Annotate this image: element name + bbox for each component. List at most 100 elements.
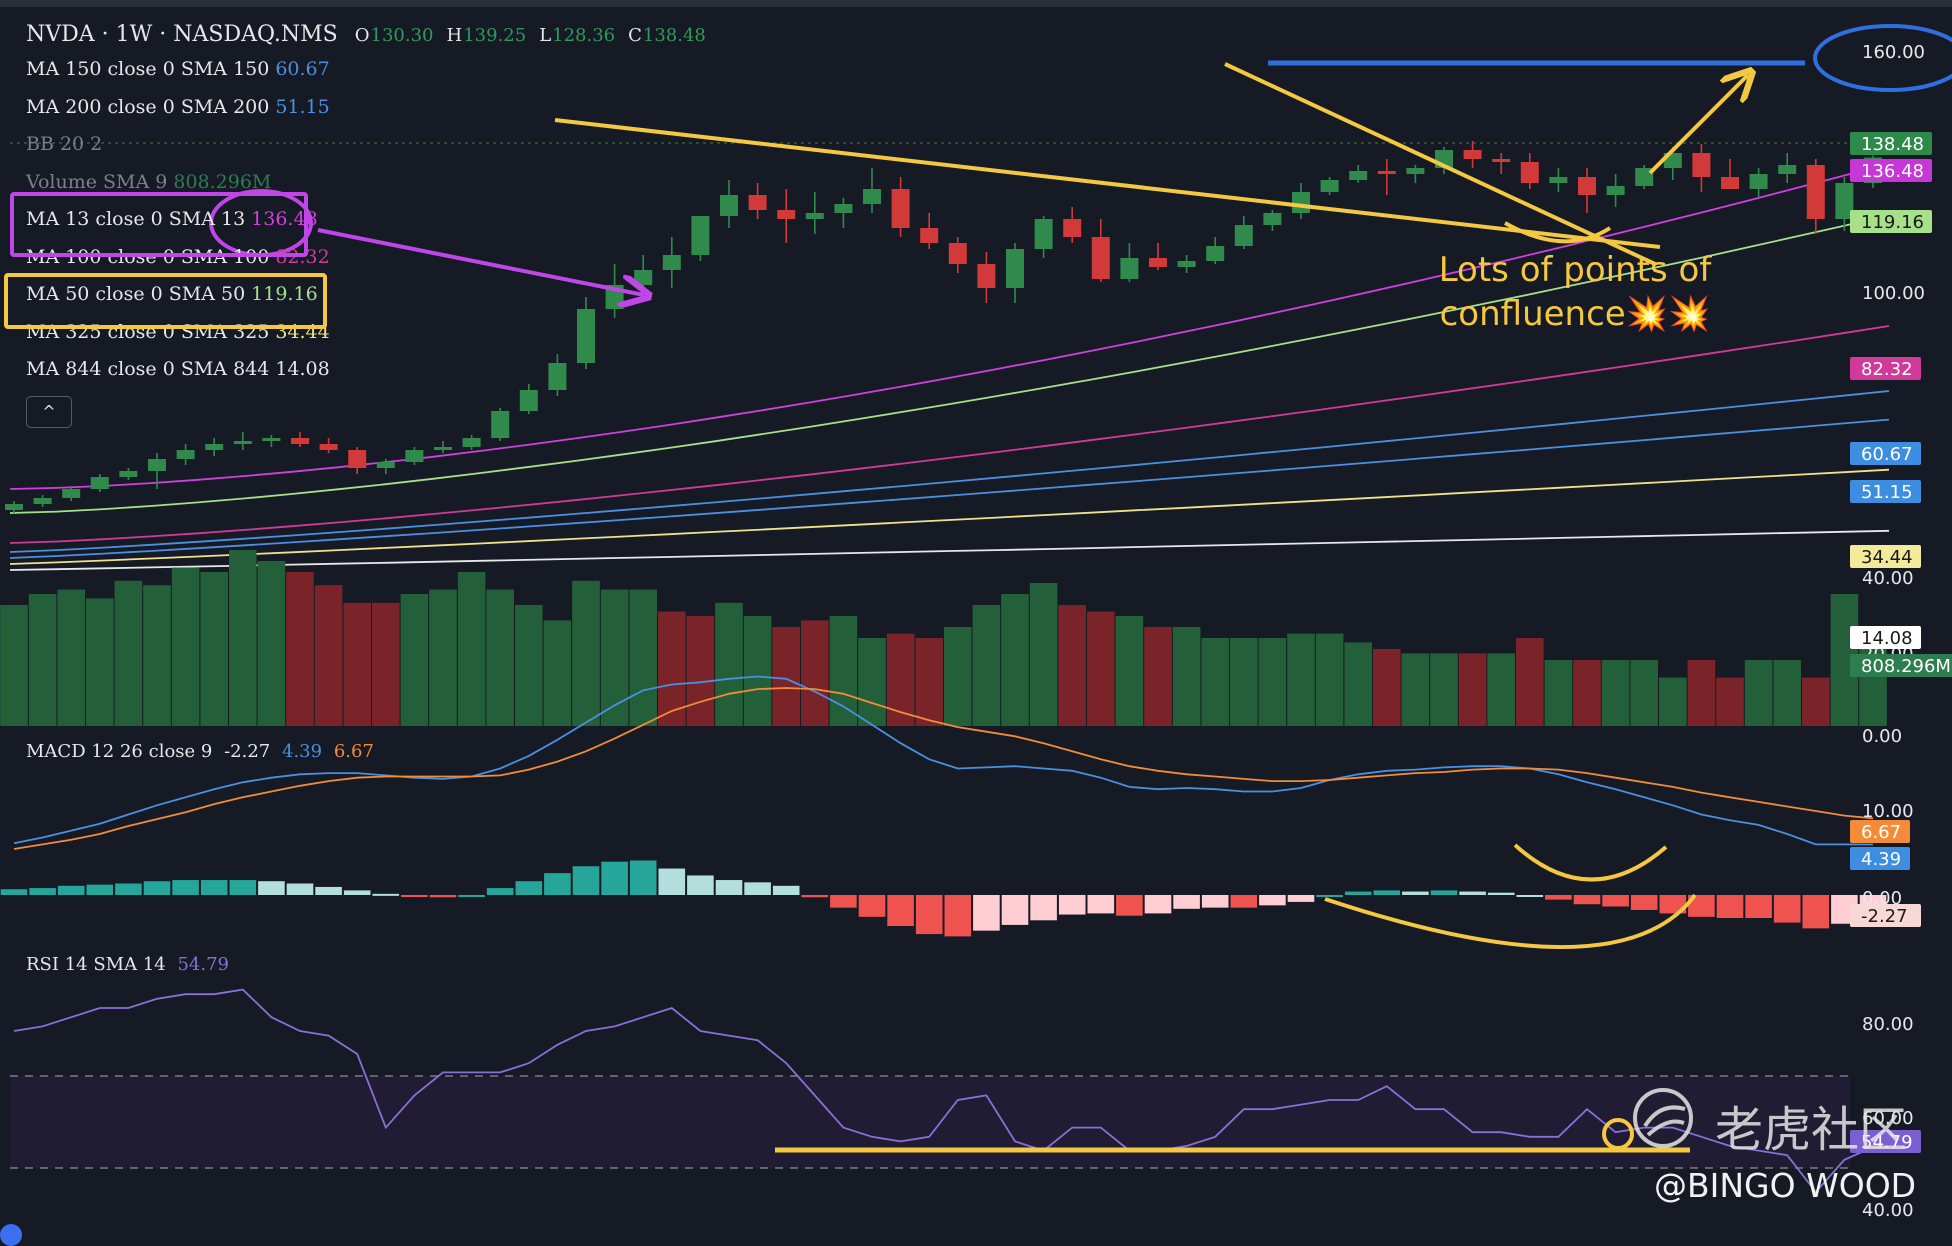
- candle-body: [1520, 162, 1539, 183]
- trendline-descending: [1224, 62, 1656, 266]
- candle-body: [1721, 177, 1739, 189]
- candle-body: [1835, 183, 1854, 219]
- legend-value: 808.296M: [173, 171, 272, 193]
- volume-bar: [772, 627, 800, 726]
- watermark-user: @BINGO WOOD: [1654, 1166, 1917, 1205]
- macd-hist-bar: [1402, 891, 1429, 895]
- candle-body: [1492, 159, 1511, 162]
- candle-body: [863, 189, 881, 204]
- candle-body: [1377, 171, 1396, 174]
- macd-tick-label: 0.00: [1862, 888, 1902, 909]
- symbol-line: NVDA · 1W · NASDAQ.NMS: [26, 22, 338, 47]
- volume-bar: [658, 611, 686, 726]
- ma-line: [9, 418, 1890, 559]
- volume-bar: [1230, 638, 1258, 726]
- legend-row: Volume SMA 9 808.296M: [26, 171, 271, 193]
- price-tag: 82.32: [1861, 359, 1913, 380]
- trendline-upper: [554, 118, 1661, 249]
- candle-body: [1606, 186, 1625, 195]
- corner-dot: [0, 1224, 22, 1246]
- candle-body: [1234, 225, 1253, 246]
- candle-body: [920, 228, 939, 243]
- macd-hist-bar: [1058, 895, 1086, 915]
- collapse-legend-button[interactable]: ^: [26, 396, 72, 428]
- candle-body: [1034, 219, 1053, 249]
- candle-body: [1749, 174, 1768, 189]
- volume-bar: [429, 589, 457, 726]
- candle-body: [720, 195, 738, 216]
- target-circle: [1813, 24, 1952, 92]
- volume-bar: [1344, 642, 1372, 726]
- rsi-touch-circle: [1602, 1118, 1634, 1150]
- rsi-legend-label: RSI 14 SMA 14: [26, 954, 166, 975]
- volume-bar: [1773, 660, 1801, 726]
- volume-bar: [743, 616, 772, 726]
- ma13-highlight-box: [10, 192, 308, 257]
- volume-bar: [1487, 653, 1515, 726]
- price-tag-bg: [1850, 159, 1932, 182]
- chart-canvas: 160.00100.0040.0020.000.0010.000.0080.00…: [0, 24, 1952, 1221]
- tiger-logo-icon: [1633, 1088, 1693, 1148]
- candle-body: [777, 210, 796, 219]
- macd-value-signal: 6.67: [333, 741, 374, 762]
- volume-bar: [1115, 616, 1144, 726]
- price-tag: 136.48: [1861, 161, 1924, 182]
- candle-body: [805, 213, 824, 219]
- macd-tag: 4.39: [1861, 849, 1901, 870]
- ma-line: [9, 390, 1890, 553]
- legend-value: 119.16: [251, 283, 318, 305]
- volume-bar: [801, 620, 829, 726]
- candle-body: [462, 438, 481, 447]
- macd-tag: 6.67: [1861, 822, 1901, 843]
- volume-bar: [1573, 660, 1601, 726]
- volume-bar: [1287, 633, 1315, 726]
- rsi-pane: [10, 988, 1874, 1194]
- chevron-up-icon: ^: [42, 402, 56, 421]
- price-tick-label: 160.00: [1862, 42, 1925, 63]
- candle-body: [1635, 168, 1654, 186]
- macd-hist-bar: [458, 895, 485, 897]
- ohlc-close: 138.48: [642, 25, 706, 46]
- legend-row: MA 100 close 0 SMA 100 82.32: [26, 246, 330, 268]
- volume-bar: [28, 594, 57, 726]
- confluence-arc: [1504, 221, 1612, 244]
- macd-hist-bar: [57, 885, 85, 895]
- volume-bar: [57, 589, 85, 726]
- candle-body: [1006, 249, 1024, 288]
- candle-body: [1778, 165, 1797, 174]
- volume-bar: [515, 605, 543, 726]
- window-top-bar: [0, 0, 1952, 7]
- macd-hist-bar: [887, 895, 914, 927]
- volume-bar: [972, 605, 1001, 726]
- volume-bar: [1744, 660, 1773, 726]
- macd-hist-bar: [29, 888, 56, 895]
- ohlc-low-label: L: [539, 25, 552, 46]
- macd-hist-bar: [372, 893, 400, 896]
- ma-line: [9, 468, 1890, 565]
- legend-row: BB 20 2: [26, 133, 102, 155]
- volume-bar: [400, 594, 429, 726]
- spark-emoji: 💥💥: [1625, 294, 1711, 334]
- legend-label: Volume SMA 9: [26, 171, 168, 193]
- macd-hist-bar: [143, 881, 171, 895]
- ma-line: [9, 325, 1890, 544]
- candle-body: [691, 216, 710, 255]
- volume-bar: [229, 550, 257, 726]
- legend-value: 51.15: [275, 96, 330, 118]
- volume-bar: [600, 589, 629, 726]
- macd-hist-bar: [658, 868, 686, 895]
- macd-hist-bar: [572, 866, 600, 895]
- price-tag: 60.67: [1861, 444, 1913, 465]
- rsi-series-line: [13, 988, 1874, 1194]
- ma-line: [9, 529, 1890, 571]
- candle-body: [376, 462, 395, 468]
- rsi-tick-label: 60.00: [1862, 1108, 1914, 1129]
- price-tag: 51.15: [1861, 482, 1913, 503]
- confluence-line2: confluence: [1439, 294, 1626, 334]
- candle-body: [1149, 258, 1167, 267]
- macd-hist-bar: [486, 888, 514, 895]
- price-tag: 808.296M: [1861, 656, 1951, 677]
- macd-hist-bar: [229, 880, 257, 895]
- macd-hist-bar: [1516, 895, 1544, 897]
- macd-hist-bar: [315, 886, 342, 895]
